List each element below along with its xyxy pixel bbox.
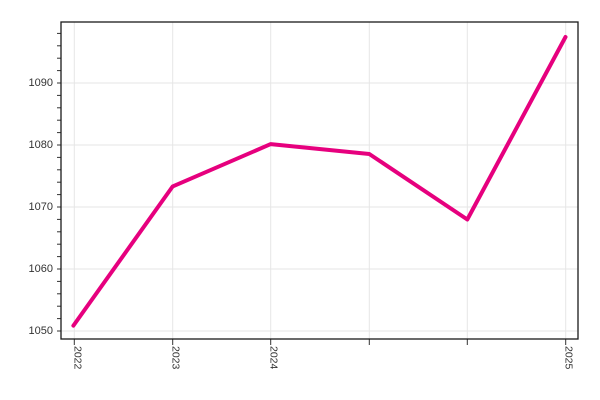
svg-text:2023: 2023 bbox=[170, 346, 182, 370]
svg-text:1080: 1080 bbox=[29, 139, 53, 151]
svg-text:2022: 2022 bbox=[71, 346, 83, 370]
svg-text:2025: 2025 bbox=[563, 346, 575, 370]
svg-text:1070: 1070 bbox=[29, 201, 53, 213]
svg-text:1090: 1090 bbox=[29, 77, 53, 89]
svg-text:1060: 1060 bbox=[29, 263, 53, 275]
svg-text:1050: 1050 bbox=[29, 325, 53, 337]
svg-text:2024: 2024 bbox=[268, 346, 280, 370]
